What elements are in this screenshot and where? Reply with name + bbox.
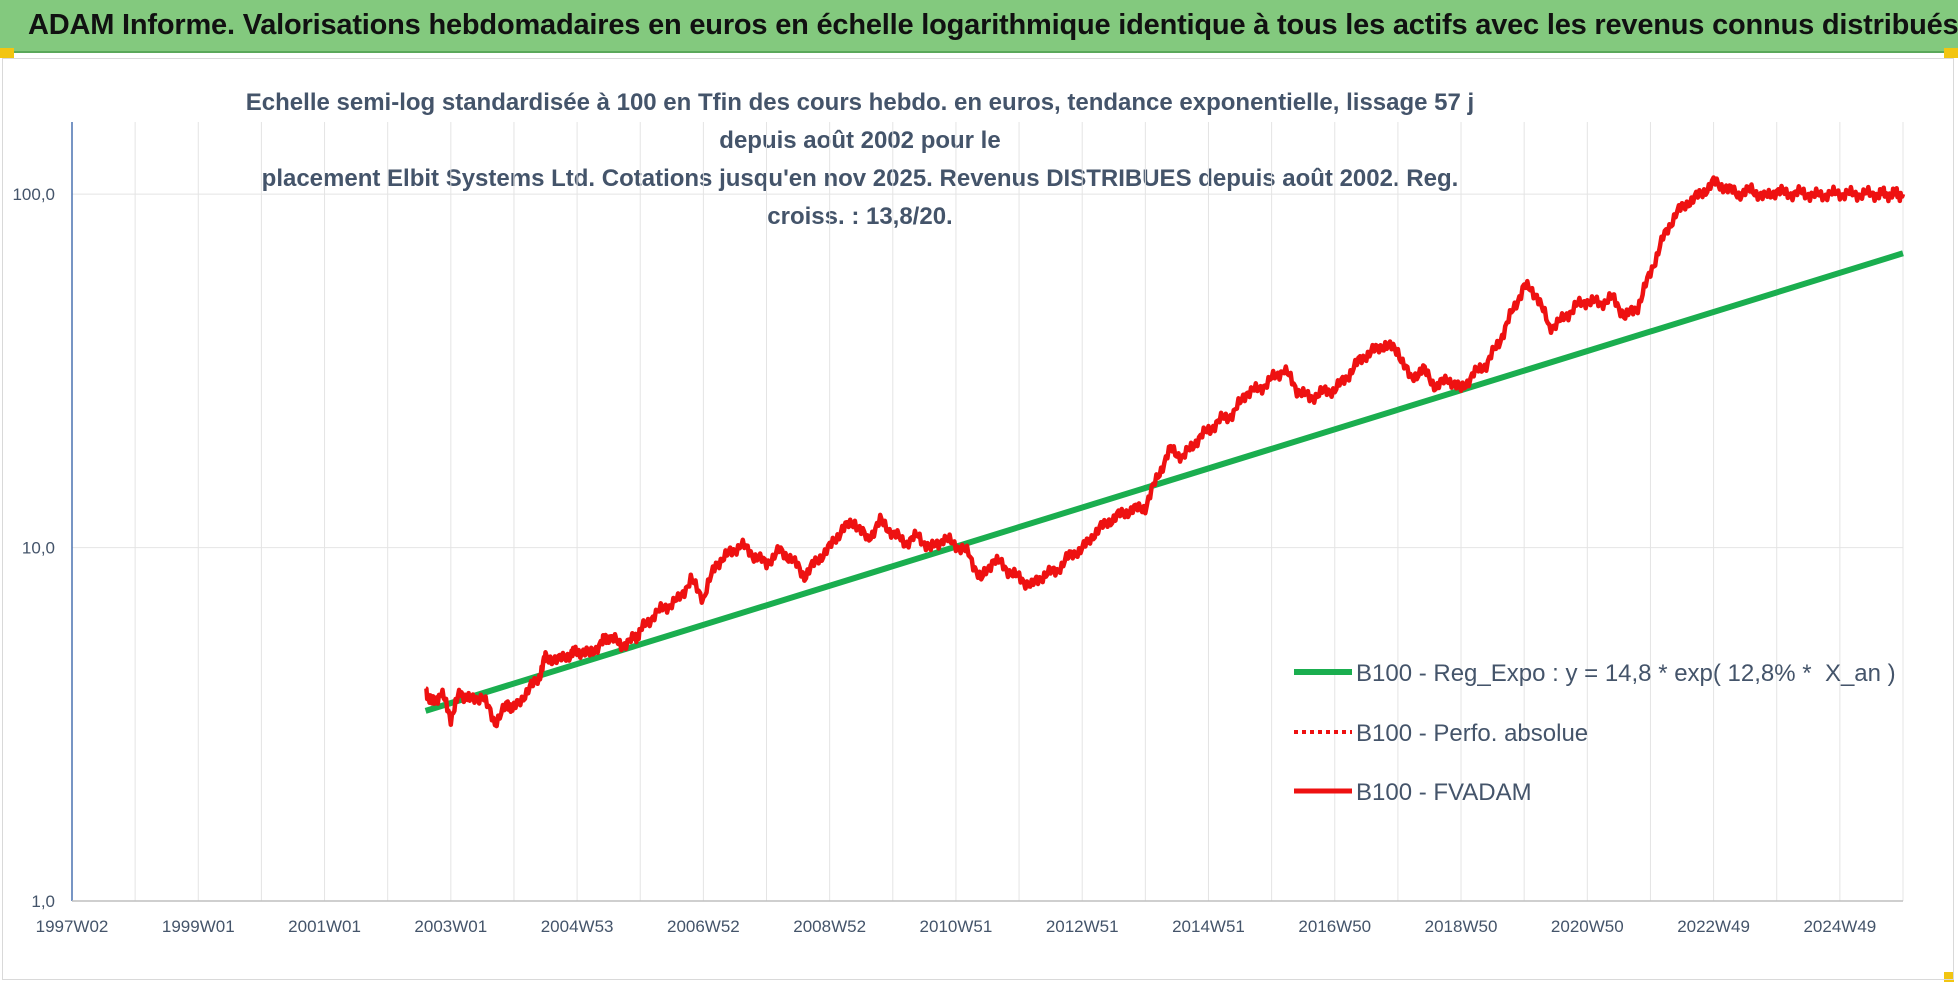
x-tick-label: 2016W50 xyxy=(1298,917,1371,936)
series-layer xyxy=(424,175,1906,729)
legend-label: B100 - Perfo. absolue xyxy=(1356,720,1588,747)
grid-lines xyxy=(71,122,1904,902)
x-tick-label: 2001W01 xyxy=(288,917,361,936)
x-tick-label: 2022W49 xyxy=(1677,917,1750,936)
banner-title: ADAM Informe. Valorisations hebdomadaire… xyxy=(28,9,1958,41)
series-line-fvadam xyxy=(424,175,1906,729)
corner-marker-bottom-right xyxy=(1944,972,1954,982)
x-tick-label: 2004W53 xyxy=(541,917,614,936)
chart-title-line-2: placement Elbit Systems Ltd. Cotations j… xyxy=(261,165,1459,230)
y-tick-label: 10,0 xyxy=(22,539,55,558)
corner-marker-top-left xyxy=(0,48,14,58)
x-tick-label: 2014W51 xyxy=(1172,917,1245,936)
x-tick-label: 2008W52 xyxy=(793,917,866,936)
x-tick-label: 1999W01 xyxy=(162,917,235,936)
x-tick-label: 2006W52 xyxy=(667,917,740,936)
x-tick-label: 2012W51 xyxy=(1046,917,1119,936)
x-tick-label: 2020W50 xyxy=(1551,917,1624,936)
x-tick-label: 2003W01 xyxy=(414,917,487,936)
legend-label: B100 - FVADAM xyxy=(1356,779,1532,806)
x-tick-label: 2018W50 xyxy=(1425,917,1498,936)
x-tick-label: 1997W02 xyxy=(36,917,109,936)
x-tick-label: 2024W49 xyxy=(1803,917,1876,936)
header-banner: ADAM Informe. Valorisations hebdomadaire… xyxy=(0,0,1958,53)
x-tick-label: 2010W51 xyxy=(920,917,993,936)
legend: B100 - Reg_Expo : y = 14,8 * exp( 12,8% … xyxy=(1294,660,1896,806)
corner-marker-top-right xyxy=(1944,48,1958,58)
y-tick-label: 1,0 xyxy=(31,892,55,911)
legend-label: B100 - Reg_Expo : y = 14,8 * exp( 12,8% … xyxy=(1356,660,1896,687)
axes: 1,0 10,0 100,0 1997W02 1999W01 2001W01 2003W01… xyxy=(12,122,1903,936)
series-line-reg-expo xyxy=(424,250,1904,714)
chart-frame xyxy=(2,58,1954,980)
y-tick-label: 100,0 xyxy=(12,185,55,204)
